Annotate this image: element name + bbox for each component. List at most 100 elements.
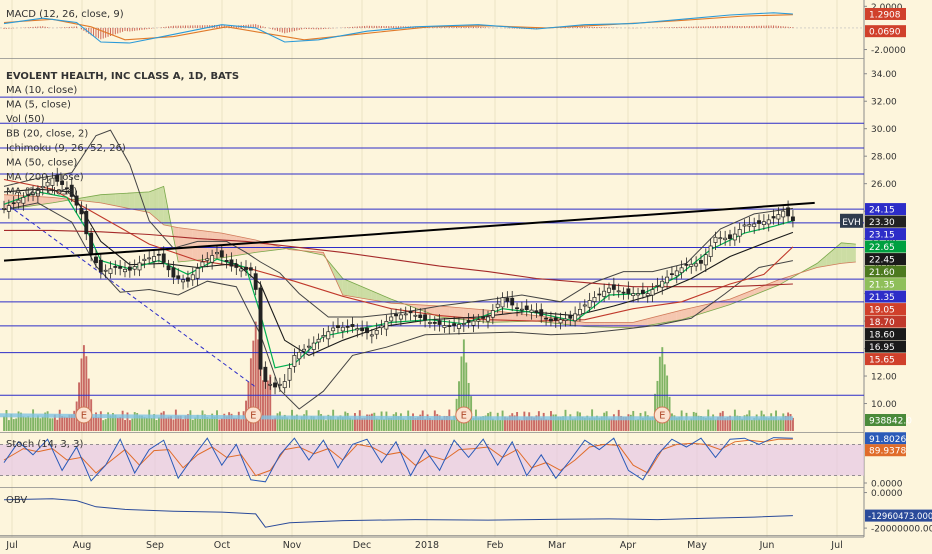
candle-body[interactable]: [389, 316, 394, 322]
candle-body[interactable]: [728, 234, 732, 239]
candle-body[interactable]: [742, 224, 747, 227]
candle-body[interactable]: [747, 224, 752, 227]
price-tag[interactable]: [865, 328, 906, 341]
candle-body[interactable]: [113, 266, 118, 268]
price-pane[interactable]: E E E E EVH: [0, 96, 864, 431]
candle-body[interactable]: [123, 268, 127, 273]
obv-line[interactable]: [3, 498, 793, 528]
candle-body[interactable]: [336, 325, 340, 328]
candle-body[interactable]: [118, 266, 123, 269]
candle-body[interactable]: [519, 308, 524, 311]
candle-body[interactable]: [210, 255, 215, 263]
macd-hist-tag[interactable]: [865, 25, 906, 38]
obv-label[interactable]: OBV: [6, 495, 27, 506]
candle-body[interactable]: [432, 321, 437, 324]
candle-body[interactable]: [548, 318, 553, 322]
candle-body[interactable]: [573, 313, 578, 322]
indicator-label[interactable]: Vol (50): [6, 114, 45, 125]
indicator-label[interactable]: MA (50, close): [6, 158, 77, 169]
price-tag[interactable]: [865, 203, 906, 216]
price-tag[interactable]: [865, 340, 906, 353]
candle-body[interactable]: [558, 319, 563, 324]
macd-label[interactable]: MACD (12, 26, close, 9): [6, 9, 124, 20]
candle-body[interactable]: [578, 309, 582, 316]
indicator-label[interactable]: MA (20, close): [6, 187, 77, 198]
candle-body[interactable]: [161, 253, 166, 263]
candle-body[interactable]: [35, 190, 40, 197]
ascending-trendline[interactable]: [3, 201, 815, 262]
candle-body[interactable]: [64, 187, 69, 190]
indicator-label[interactable]: Ichimoku (9, 26, 52, 26): [6, 143, 126, 154]
price-tag[interactable]: [865, 315, 906, 328]
candle-body[interactable]: [234, 264, 239, 268]
candle-body[interactable]: [156, 253, 161, 256]
candle-body[interactable]: [529, 309, 534, 313]
candle-body[interactable]: [282, 381, 287, 389]
candle-body[interactable]: [379, 325, 384, 329]
candle-body[interactable]: [74, 195, 79, 206]
price-tag[interactable]: [865, 353, 906, 366]
candle-body[interactable]: [50, 177, 55, 186]
candle-body[interactable]: [597, 293, 602, 296]
candle-body[interactable]: [321, 335, 326, 338]
candle-body[interactable]: [694, 263, 699, 267]
price-axis[interactable]: 2.0000 -2.0000 1.2908 0.0690 34.00 32.00 30.00…: [864, 3, 932, 535]
candle-body[interactable]: [152, 256, 156, 262]
candle-body[interactable]: [466, 320, 471, 323]
candle-body[interactable]: [205, 258, 210, 261]
stoch-label[interactable]: Stoch (14, 3, 3): [6, 439, 83, 450]
candle-body[interactable]: [636, 293, 640, 296]
candle-body[interactable]: [723, 237, 728, 241]
candle-body[interactable]: [447, 325, 452, 327]
candle-body[interactable]: [244, 266, 248, 270]
candle-body[interactable]: [640, 289, 645, 294]
candle-body[interactable]: [790, 216, 795, 222]
candle-body[interactable]: [607, 287, 611, 293]
candle-body[interactable]: [611, 284, 616, 290]
candle-body[interactable]: [437, 320, 442, 325]
candle-body[interactable]: [660, 280, 665, 288]
candle-body[interactable]: [481, 316, 486, 319]
ma-50-line[interactable]: [4, 229, 793, 288]
declining-trendline[interactable]: [8, 205, 256, 388]
price-tag[interactable]: [865, 290, 906, 303]
candle-body[interactable]: [689, 263, 694, 267]
candle-body[interactable]: [137, 262, 142, 271]
candle-body[interactable]: [495, 303, 500, 308]
volume-value-tag[interactable]: [865, 414, 906, 426]
candle-body[interactable]: [626, 288, 631, 294]
stoch-pane[interactable]: [0, 437, 864, 483]
earnings-marker[interactable]: [75, 406, 93, 424]
candle-body[interactable]: [345, 326, 350, 328]
candle-body[interactable]: [732, 233, 737, 241]
candle-body[interactable]: [224, 260, 229, 262]
indicator-label[interactable]: BB (20, close, 2): [6, 129, 88, 140]
ichimoku-span-a[interactable]: [3, 185, 856, 329]
candle-body[interactable]: [471, 320, 476, 326]
candle-body[interactable]: [592, 297, 597, 302]
candle-body[interactable]: [132, 266, 137, 270]
candle-body[interactable]: [786, 207, 791, 217]
candle-body[interactable]: [699, 260, 703, 264]
candle-body[interactable]: [2, 208, 6, 210]
candle-body[interactable]: [248, 267, 253, 271]
candle-body[interactable]: [127, 266, 132, 271]
candle-body[interactable]: [413, 314, 418, 317]
indicator-label[interactable]: MA (10, close): [6, 85, 77, 96]
candle-body[interactable]: [655, 284, 660, 287]
candle-body[interactable]: [703, 254, 708, 266]
candle-body[interactable]: [292, 355, 297, 367]
candle-body[interactable]: [524, 305, 529, 310]
candle-body[interactable]: [539, 309, 544, 316]
price-tag[interactable]: [865, 215, 906, 228]
obv-value-tag[interactable]: [865, 509, 932, 522]
candle-body[interactable]: [621, 291, 626, 294]
candle-body[interactable]: [176, 275, 181, 279]
candle-body[interactable]: [781, 210, 786, 218]
candle-body[interactable]: [253, 273, 258, 290]
earnings-marker[interactable]: [653, 406, 671, 424]
candle-body[interactable]: [258, 287, 263, 370]
candle-body[interactable]: [669, 273, 674, 276]
